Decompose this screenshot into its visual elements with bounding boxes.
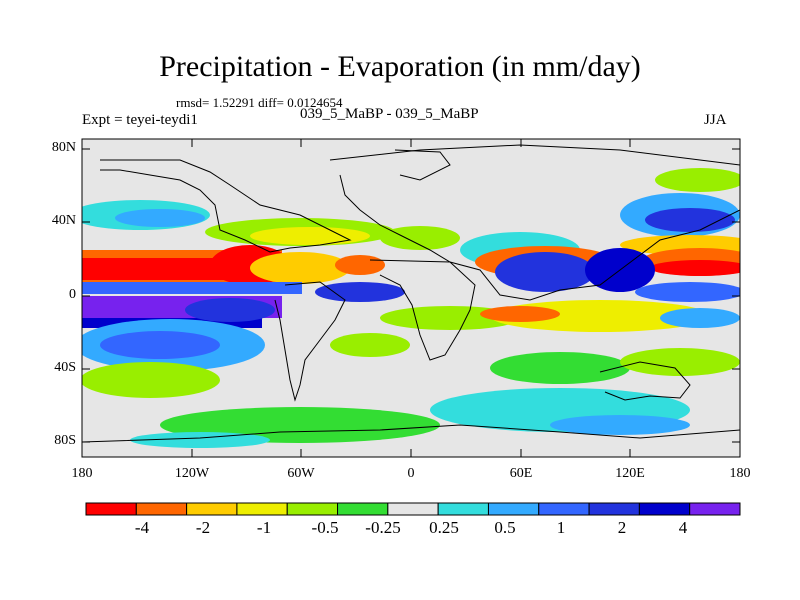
coastlines [82, 144, 740, 443]
x-tick-label: 120E [615, 466, 645, 481]
colorbar-label: 0.25 [429, 518, 459, 537]
field-patch [130, 432, 270, 448]
field-patch [330, 333, 410, 357]
field-patch [650, 260, 740, 276]
y-tick-label: 80S [54, 433, 76, 448]
map-field [82, 139, 740, 457]
field-patch [250, 227, 370, 245]
colorbar-swatch [487, 502, 540, 516]
colorbar [85, 502, 741, 516]
colorbar-label: -2 [195, 518, 211, 537]
coastline-africa [369, 259, 476, 361]
x-tick-label: 0 [407, 466, 415, 481]
field-patch [115, 209, 205, 227]
x-tick-label: 180 [729, 466, 751, 481]
coastline-north-america [100, 159, 352, 253]
field-patch [645, 208, 735, 232]
field-band [82, 282, 302, 294]
x-tick-label: 60E [509, 466, 533, 481]
experiment-label: Expt = teyei-teydi1 [82, 112, 198, 128]
colorbar-label: 2 [617, 518, 627, 537]
colorbar-swatch [186, 502, 238, 516]
field-patch [655, 168, 740, 192]
field-patch [620, 348, 740, 376]
colorbar-label: 4 [678, 518, 688, 537]
colorbar-swatch [135, 502, 188, 516]
y-tick-label: 0 [69, 287, 76, 302]
x-tick-label: 120W [174, 466, 210, 481]
x-tick-label: 60W [287, 466, 315, 481]
season-label: JJA [704, 112, 727, 128]
coastline-south-america [274, 281, 346, 402]
colorbar-swatch [689, 502, 741, 516]
field-patch [250, 252, 350, 284]
page-title: Precipitation - Evaporation (in mm/day) [159, 50, 641, 83]
coastline-australia [599, 361, 691, 401]
colorbar-swatch [85, 502, 137, 516]
period-label: 039_5_MaBP - 039_5_MaBP [300, 106, 479, 122]
colorbar-label: -1 [256, 518, 272, 537]
field-patch [82, 362, 220, 398]
y-tick-label: 40N [51, 213, 76, 228]
colorbar-swatch [588, 502, 640, 516]
field-patch [490, 352, 630, 384]
colorbar-swatch [337, 502, 389, 516]
colorbar-swatch [286, 502, 339, 516]
field-patch [635, 282, 740, 302]
colorbar-label: -0.25 [365, 518, 401, 537]
field-patch [495, 252, 595, 292]
axis-ticks [81, 139, 741, 457]
colorbar-swatch [538, 502, 590, 516]
field-patch [100, 331, 220, 359]
coastline-eurasia [329, 144, 740, 301]
colorbar-swatch [387, 502, 439, 516]
colorbar-label: 1 [556, 518, 566, 537]
colorbar-swatch [437, 502, 489, 516]
field-patch [550, 415, 690, 435]
colorbar-swatch [236, 502, 288, 516]
y-tick-label: 40S [54, 360, 76, 375]
field-patch [335, 255, 385, 275]
field-patch [185, 298, 275, 322]
coastline-greenland [394, 149, 451, 181]
field-patch [315, 282, 405, 302]
colorbar-label: -4 [134, 518, 150, 537]
colorbar-swatch [638, 502, 691, 516]
stats-text: rmsd= 1.52291 diff= 0.0124654 [176, 95, 343, 110]
colorbar-label: -0.5 [311, 518, 339, 537]
coastline-antarctica [82, 424, 740, 443]
colorbar-label: 0.5 [494, 518, 516, 537]
field-patch [380, 226, 460, 250]
y-tick-label: 80N [51, 140, 76, 155]
x-tick-label: 180 [71, 466, 93, 481]
field-patch [480, 306, 560, 322]
field-patch [660, 308, 740, 328]
